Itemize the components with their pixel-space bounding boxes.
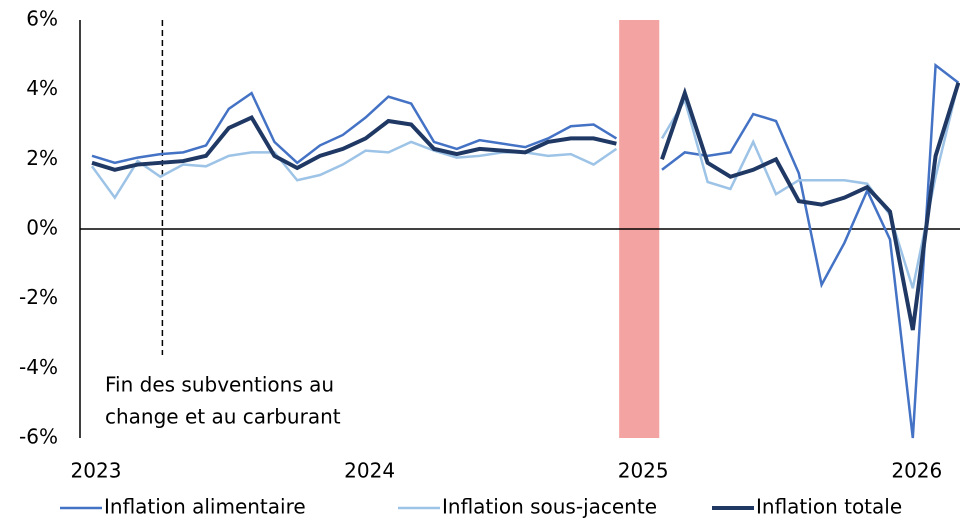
y-tick-label: -2% [19, 285, 58, 309]
legend-label: Inflation sous-jacente [442, 495, 657, 519]
y-tick-label: 0% [26, 216, 58, 240]
y-tick-label: 4% [26, 76, 58, 100]
legend-label: Inflation alimentaire [104, 495, 306, 519]
annotation-text: Fin des subventions au [105, 373, 334, 397]
y-tick-label: 2% [26, 146, 58, 170]
y-tick-label: -4% [19, 355, 58, 379]
series-line [91, 82, 960, 331]
legend-label: Inflation totale [756, 495, 902, 519]
y-tick-label: -6% [19, 425, 58, 449]
series-line [90, 82, 960, 289]
x-tick-label: 2024 [344, 459, 395, 483]
x-tick-label: 2023 [71, 459, 122, 483]
y-tick-label: 6% [26, 7, 58, 31]
x-tick-label: 2025 [618, 459, 669, 483]
x-tick-label: 2026 [891, 459, 942, 483]
series-line [91, 62, 960, 439]
annotation-text: change et au carburant [105, 405, 341, 429]
